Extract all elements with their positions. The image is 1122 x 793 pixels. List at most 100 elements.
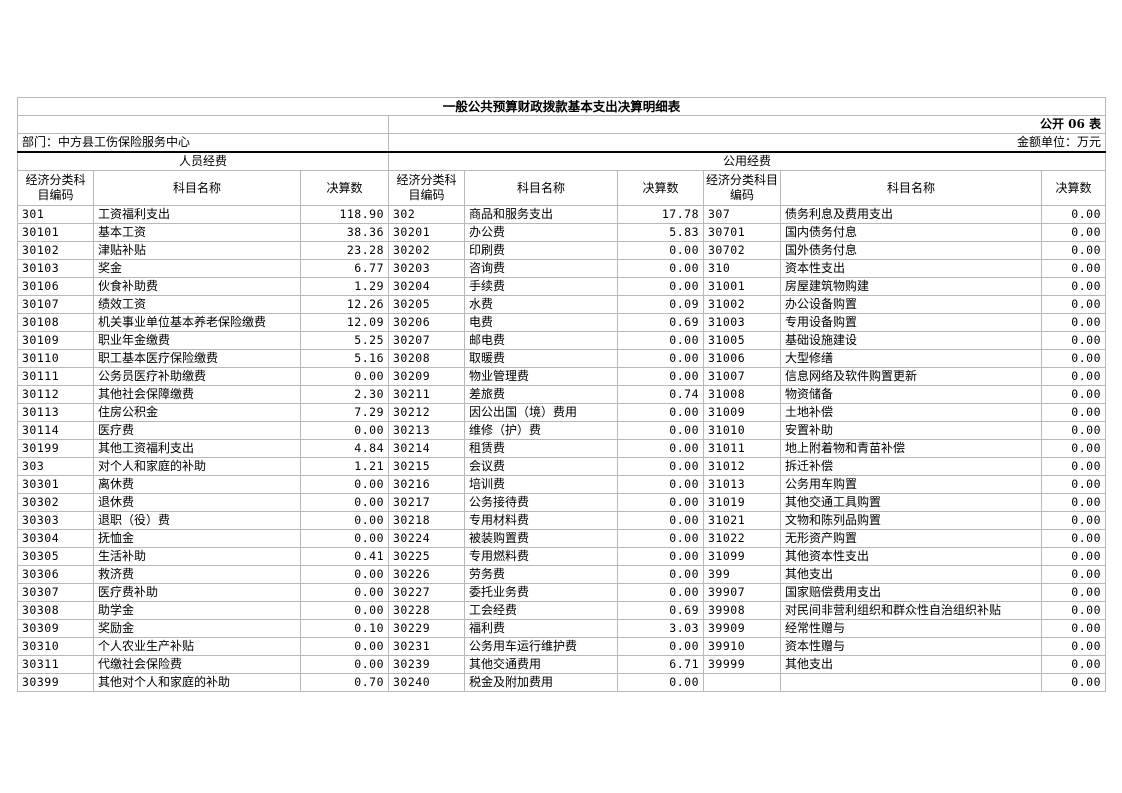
public_b-name-cell: 对民间非营利组织和群众性自治组织补贴 — [780, 601, 1042, 620]
public_b-amount-cell: 0.00 — [1041, 637, 1106, 656]
table-row: 30302 退休费 0.00 30217 公务接待费 0.00 31019 其他交通工具购置 0… — [17, 493, 1106, 512]
public_b-code-cell: 31002 — [703, 295, 781, 314]
public_b-code-cell: 30701 — [703, 223, 781, 242]
public_a-name-cell: 工会经费 — [464, 601, 618, 620]
public_a-code-cell: 30217 — [388, 493, 465, 512]
public_a-code-cell: 302 — [388, 205, 465, 224]
public_a-name-cell: 劳务费 — [464, 565, 618, 584]
personnel-amount-cell: 1.21 — [300, 457, 389, 476]
personnel-code-cell: 30109 — [17, 331, 94, 350]
table-row: 30308 助学金 0.00 30228 工会经费 0.69 39908 对民间非营利组织和群… — [17, 601, 1106, 620]
public_a-amount-cell: 0.00 — [617, 493, 704, 512]
personnel-name-cell: 离休费 — [93, 475, 301, 494]
header-code: 经济分类科目编码 — [388, 170, 465, 206]
public_b-code-cell: 39999 — [703, 655, 781, 674]
public_a-amount-cell: 0.00 — [617, 439, 704, 458]
personnel-name-cell: 医疗费 — [93, 421, 301, 440]
public_b-code-cell: 31010 — [703, 421, 781, 440]
public_a-amount-cell: 0.00 — [617, 403, 704, 422]
public_a-amount-cell: 17.78 — [617, 205, 704, 224]
personnel-name-cell: 生活补助 — [93, 547, 301, 566]
personnel-amount-cell: 5.16 — [300, 349, 389, 368]
personnel-code-cell: 30303 — [17, 511, 94, 530]
table-row: 30311 代缴社会保险费 0.00 30239 其他交通费用 6.71 39999 其他支出… — [17, 655, 1106, 674]
public_a-name-cell: 其他交通费用 — [464, 655, 618, 674]
public_a-amount-cell: 0.00 — [617, 637, 704, 656]
public_a-code-cell: 30215 — [388, 457, 465, 476]
personnel-name-cell: 退职（役）费 — [93, 511, 301, 530]
public_b-name-cell: 土地补偿 — [780, 403, 1042, 422]
public_b-name-cell — [780, 673, 1042, 692]
table-row: 30111 公务员医疗补助缴费 0.00 30209 物业管理费 0.00 31007 信息网… — [17, 367, 1106, 386]
public_a-name-cell: 物业管理费 — [464, 367, 618, 386]
table-row: 30307 医疗费补助 0.00 30227 委托业务费 0.00 39907 国家赔偿费用支… — [17, 583, 1106, 602]
public_a-amount-cell: 0.00 — [617, 457, 704, 476]
public_b-name-cell: 无形资产购置 — [780, 529, 1042, 548]
personnel-code-cell: 30106 — [17, 277, 94, 296]
personnel-amount-cell: 0.00 — [300, 601, 389, 620]
personnel-amount-cell: 0.70 — [300, 673, 389, 692]
public_b-amount-cell: 0.00 — [1041, 259, 1106, 278]
table-row: 30112 其他社会保障缴费 2.30 30211 差旅费 0.74 31008 物资储备 0.… — [17, 385, 1106, 404]
personnel-amount-cell: 0.00 — [300, 637, 389, 656]
personnel-amount-cell: 0.41 — [300, 547, 389, 566]
personnel-name-cell: 津贴补贴 — [93, 241, 301, 260]
section-personnel: 人员经费 — [17, 151, 389, 171]
public_b-code-cell: 31013 — [703, 475, 781, 494]
public_b-code-cell: 39909 — [703, 619, 781, 638]
header-name: 科目名称 — [780, 170, 1042, 206]
public_b-code-cell: 31008 — [703, 385, 781, 404]
personnel-name-cell: 抚恤金 — [93, 529, 301, 548]
personnel-code-cell: 30111 — [17, 367, 94, 386]
personnel-name-cell: 工资福利支出 — [93, 205, 301, 224]
public_b-name-cell: 资本性支出 — [780, 259, 1042, 278]
public_a-name-cell: 办公费 — [464, 223, 618, 242]
public_b-name-cell: 其他资本性支出 — [780, 547, 1042, 566]
public_b-amount-cell: 0.00 — [1041, 601, 1106, 620]
header-name: 科目名称 — [464, 170, 618, 206]
personnel-name-cell: 绩效工资 — [93, 295, 301, 314]
public_a-code-cell: 30239 — [388, 655, 465, 674]
public_b-code-cell: 31001 — [703, 277, 781, 296]
public_b-name-cell: 基础设施建设 — [780, 331, 1042, 350]
personnel-amount-cell: 23.28 — [300, 241, 389, 260]
public_a-amount-cell: 0.00 — [617, 565, 704, 584]
public_a-code-cell: 30229 — [388, 619, 465, 638]
public_b-code-cell — [703, 673, 781, 692]
personnel-amount-cell: 0.00 — [300, 529, 389, 548]
public_b-code-cell: 307 — [703, 205, 781, 224]
unit-label: 金额单位：万元 — [388, 133, 1106, 153]
public_b-amount-cell: 0.00 — [1041, 241, 1106, 260]
personnel-name-cell: 奖励金 — [93, 619, 301, 638]
personnel-code-cell: 30103 — [17, 259, 94, 278]
table-title: 一般公共预算财政拨款基本支出决算明细表 — [17, 97, 1106, 116]
public_a-amount-cell: 0.00 — [617, 331, 704, 350]
header-amount: 决算数 — [617, 170, 704, 206]
personnel-name-cell: 退休费 — [93, 493, 301, 512]
public_b-amount-cell: 0.00 — [1041, 277, 1106, 296]
public_b-amount-cell: 0.00 — [1041, 619, 1106, 638]
public_a-amount-cell: 0.00 — [617, 583, 704, 602]
table-row: 30306 救济费 0.00 30226 劳务费 0.00 399 其他支出 0.00 — [17, 565, 1106, 584]
public_b-code-cell: 31021 — [703, 511, 781, 530]
public_b-amount-cell: 0.00 — [1041, 475, 1106, 494]
public_a-name-cell: 专用燃料费 — [464, 547, 618, 566]
public_a-name-cell: 被装购置费 — [464, 529, 618, 548]
personnel-code-cell: 30304 — [17, 529, 94, 548]
header-name: 科目名称 — [93, 170, 301, 206]
public_b-name-cell: 大型修缮 — [780, 349, 1042, 368]
public_b-name-cell: 国家赔偿费用支出 — [780, 583, 1042, 602]
personnel-amount-cell: 0.00 — [300, 655, 389, 674]
public_b-code-cell: 39908 — [703, 601, 781, 620]
public_b-name-cell: 国内债务付息 — [780, 223, 1042, 242]
header-amount: 决算数 — [1041, 170, 1106, 206]
public_b-amount-cell: 0.00 — [1041, 385, 1106, 404]
public_b-code-cell: 39907 — [703, 583, 781, 602]
public_a-code-cell: 30224 — [388, 529, 465, 548]
public_a-code-cell: 30216 — [388, 475, 465, 494]
public_b-code-cell: 31003 — [703, 313, 781, 332]
table-row: 30110 职工基本医疗保险缴费 5.16 30208 取暖费 0.00 31006 大型修缮… — [17, 349, 1106, 368]
public_a-amount-cell: 0.00 — [617, 673, 704, 692]
personnel-code-cell: 30113 — [17, 403, 94, 422]
public_b-code-cell: 39910 — [703, 637, 781, 656]
